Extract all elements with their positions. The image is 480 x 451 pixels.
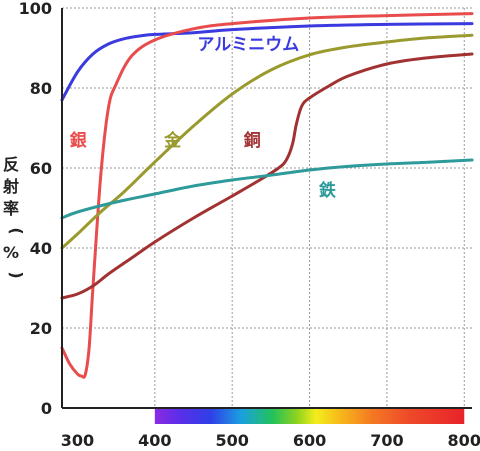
- x-tick-label: 600: [293, 431, 326, 450]
- plot-area: [62, 8, 472, 408]
- y-tick-label: 60: [30, 159, 52, 178]
- y-tick-label: 0: [41, 399, 52, 418]
- y-axis-label-char: 射: [2, 177, 19, 196]
- y-axis-label-char: 反: [3, 155, 19, 174]
- y-axis-label-char: ): [7, 271, 26, 278]
- y-tick-label: 20: [30, 319, 52, 338]
- grid-lines: [62, 7, 472, 408]
- series-line-3: [60, 52, 474, 300]
- series-label-2: 金: [163, 130, 182, 151]
- x-tick-label: 300: [61, 431, 94, 450]
- y-axis-label: 反射率 (%): [2, 155, 26, 279]
- x-tick-label: 800: [448, 431, 480, 450]
- y-tick-label: 100: [19, 0, 52, 18]
- series-label-3: 銅: [244, 130, 261, 151]
- series-line-0: [60, 22, 474, 102]
- y-tick-label: 40: [30, 239, 52, 258]
- series-line-4: [60, 158, 474, 220]
- y-tick-labels: 0 20 40 60 80 100: [19, 0, 52, 418]
- y-tick-label: 80: [30, 79, 52, 98]
- y-axis-label-char: (: [7, 227, 26, 234]
- x-tick-labels: 300 400 500 600 700 800: [61, 431, 480, 450]
- series-line-2: [60, 33, 474, 250]
- series-line-1: [60, 12, 474, 379]
- x-tick-label: 500: [215, 431, 248, 450]
- y-axis-label-char: 率: [3, 199, 19, 218]
- axes: [61, 8, 472, 409]
- series-label-4: 鉄: [319, 180, 336, 201]
- y-axis-label-char: %: [3, 243, 19, 262]
- x-tick-label: 400: [138, 431, 171, 450]
- series-label-0: アルミニウム: [197, 35, 299, 55]
- visible-spectrum-band: [154, 409, 465, 424]
- series-label-1: 銀: [70, 130, 87, 151]
- series-lines: [60, 12, 474, 379]
- x-tick-label: 700: [370, 431, 403, 450]
